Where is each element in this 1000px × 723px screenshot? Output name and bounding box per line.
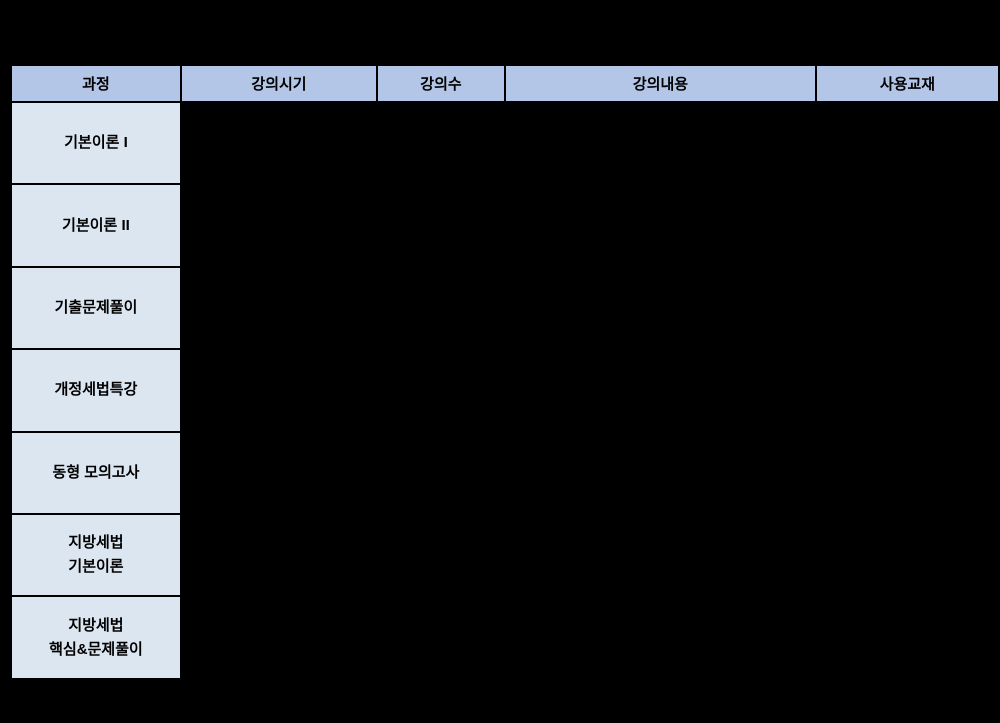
empty-cell-period — [181, 432, 377, 514]
empty-cell-period — [181, 349, 377, 431]
empty-cell-period — [181, 596, 377, 678]
empty-cell-period — [181, 267, 377, 349]
empty-cell-textbook — [816, 184, 999, 266]
column-header-course: 과정 — [10, 64, 182, 103]
course-cell: 기본이론 II — [10, 183, 182, 268]
empty-cell-textbook — [816, 432, 999, 514]
table-row: 지방세법 기본이론 — [10, 512, 999, 598]
course-cell: 개정세법특강 — [10, 348, 182, 433]
empty-cell-count — [377, 102, 505, 184]
empty-cell-period — [181, 102, 377, 184]
empty-cell-content — [505, 267, 816, 349]
course-schedule-table: 과정 강의시기 강의수 강의내용 사용교재 기본이론 I 기본이론 II — [10, 64, 1000, 680]
empty-cell-count — [377, 596, 505, 678]
table-row: 개정세법특강 — [10, 348, 999, 433]
empty-cell-content — [505, 514, 816, 596]
course-cell: 지방세법 기본이론 — [10, 512, 182, 598]
column-header-period: 강의시기 — [180, 64, 378, 103]
empty-cell-count — [377, 349, 505, 431]
course-cell: 기출문제풀이 — [10, 265, 182, 351]
empty-cell-textbook — [816, 514, 999, 596]
empty-cell-content — [505, 432, 816, 514]
table-header-row: 과정 강의시기 강의수 강의내용 사용교재 — [10, 64, 1000, 103]
empty-cell-content — [505, 184, 816, 266]
empty-cell-count — [377, 267, 505, 349]
course-cell: 지방세법 핵심&문제풀이 — [10, 595, 182, 680]
empty-cell-textbook — [816, 596, 999, 678]
empty-cell-content — [505, 102, 816, 184]
empty-cell-content — [505, 596, 816, 678]
empty-cell-count — [377, 514, 505, 596]
empty-cell-content — [505, 349, 816, 431]
empty-cell-textbook — [816, 349, 999, 431]
empty-cell-count — [377, 432, 505, 514]
column-header-count: 강의수 — [376, 64, 506, 103]
empty-cell-textbook — [816, 102, 999, 184]
empty-cell-period — [181, 514, 377, 596]
empty-cell-period — [181, 184, 377, 266]
course-cell: 동형 모의고사 — [10, 430, 182, 515]
column-header-textbook: 사용교재 — [815, 64, 1000, 103]
table-row: 기본이론 II — [10, 183, 999, 268]
table-row: 동형 모의고사 — [10, 430, 999, 515]
table-row: 기본이론 I — [10, 100, 999, 186]
course-cell: 기본이론 I — [10, 100, 182, 186]
column-header-content: 강의내용 — [504, 64, 817, 103]
table-row: 기출문제풀이 — [10, 265, 999, 351]
empty-cell-textbook — [816, 267, 999, 349]
table-row: 지방세법 핵심&문제풀이 — [10, 595, 999, 680]
empty-cell-count — [377, 184, 505, 266]
